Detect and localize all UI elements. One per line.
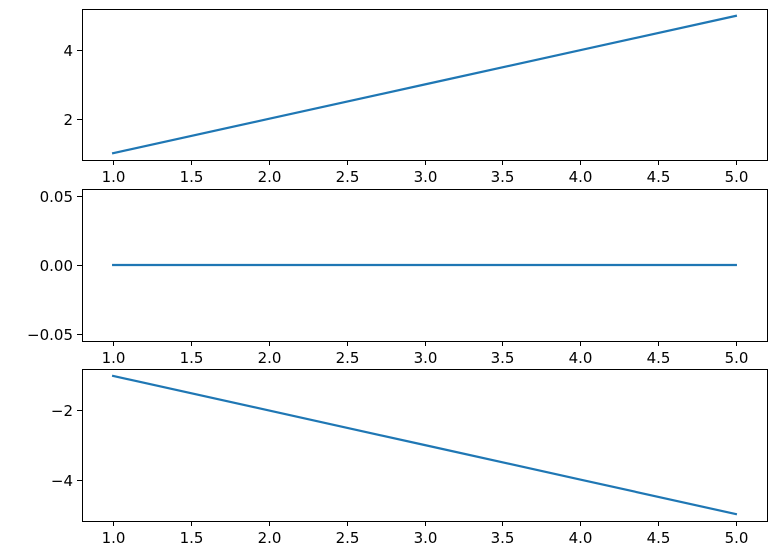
x-tick-label: 1.5: [180, 349, 204, 367]
series-line-1: [111, 14, 738, 155]
x-tick-label: 3.0: [414, 349, 438, 367]
x-tick-label: 2.5: [336, 529, 360, 547]
x-tick-label: 1.0: [102, 529, 126, 547]
x-tick-label: 4.5: [647, 168, 671, 186]
x-tick-label: 2.0: [258, 349, 282, 367]
x-tick-label: 5.0: [725, 349, 749, 367]
x-tick-label: 3.5: [491, 529, 515, 547]
y-tick-label: 2: [63, 111, 73, 129]
axes-frame: [82, 189, 768, 342]
x-tick-label: 1.5: [180, 529, 204, 547]
x-tick-label: 2.0: [258, 168, 282, 186]
y-tick-label: −0.05: [27, 326, 73, 344]
x-tick-label: 4.0: [569, 529, 593, 547]
x-tick-label: 3.0: [414, 168, 438, 186]
x-tick-label: 4.5: [647, 529, 671, 547]
subplot-3: 1.0 1.5 2.0 2.5 3.0 3.5 4.0 4.5 5.0 −2 −4: [51, 369, 768, 547]
x-tick-label: 5.0: [725, 529, 749, 547]
y-tick-label: −4: [51, 472, 73, 490]
x-tick-label: 3.0: [414, 529, 438, 547]
x-tick-label: 5.0: [725, 168, 749, 186]
x-tick-label: 4.5: [647, 349, 671, 367]
x-tick-label: 2.5: [336, 349, 360, 367]
y-tick-label: 0.00: [40, 257, 73, 275]
axes-frame: [82, 9, 768, 161]
axes-frame: [82, 369, 768, 522]
x-tick-label: 3.5: [491, 168, 515, 186]
subplot-1: 1.0 1.5 2.0 2.5 3.0 3.5 4.0 4.5 5.0 2 4: [63, 9, 768, 186]
y-tick-label: −2: [51, 402, 73, 420]
x-tick-label: 4.0: [569, 168, 593, 186]
x-tick-label: 1.5: [180, 168, 204, 186]
x-tick-label: 2.0: [258, 529, 282, 547]
subplot-2: 1.0 1.5 2.0 2.5 3.0 3.5 4.0 4.5 5.0 0.05 0.00 −0.05: [27, 188, 768, 367]
x-tick-label: 3.5: [491, 349, 515, 367]
x-tick-label: 4.0: [569, 349, 593, 367]
y-tick-label: 4: [63, 42, 73, 60]
x-tick-label: 1.0: [102, 349, 126, 367]
x-tick-label: 2.5: [336, 168, 360, 186]
x-tick-label: 1.0: [102, 168, 126, 186]
y-tick-label: 0.05: [40, 188, 73, 206]
series-line-1: [111, 374, 738, 516]
